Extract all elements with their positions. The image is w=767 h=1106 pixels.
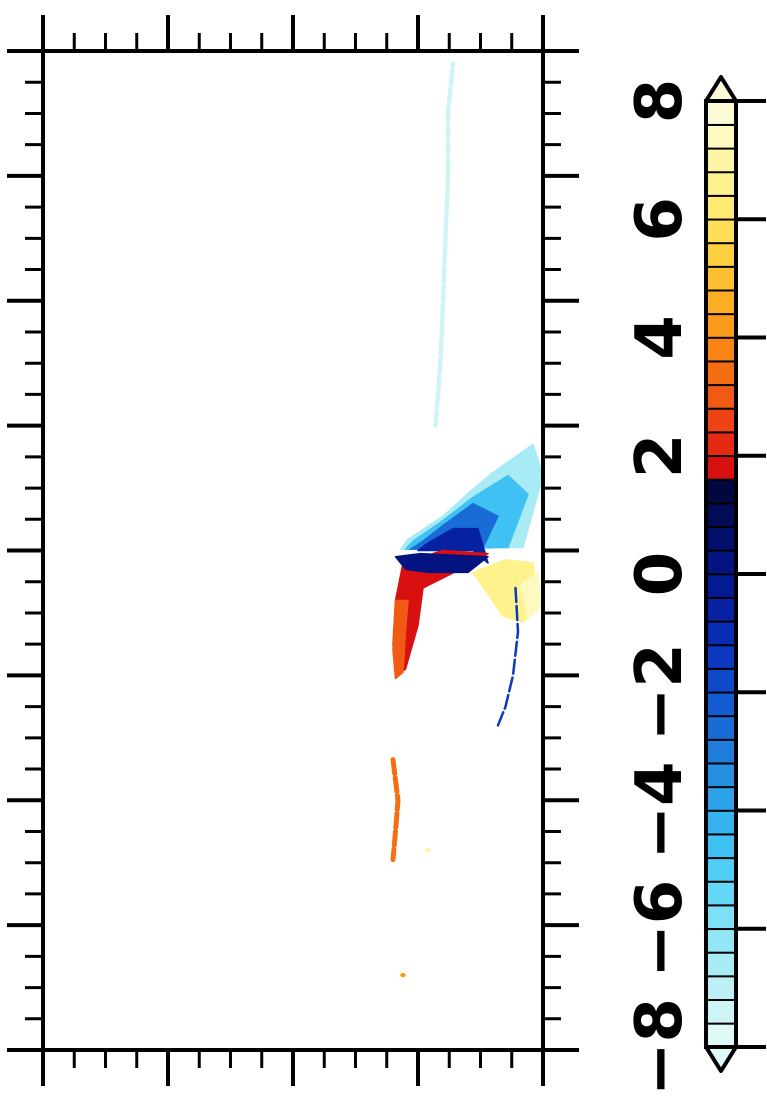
colorbar-tick-label: 2 <box>623 434 697 479</box>
colorbar-swatch <box>705 289 737 316</box>
colorbar-swatch <box>705 951 737 978</box>
colorbar-tick-label: −2 <box>623 643 697 741</box>
heatmap-region-7 <box>472 559 539 624</box>
heatmap-streak-11 <box>496 586 520 727</box>
heatmap-region-6 <box>392 599 409 680</box>
colorbar-swatch <box>705 431 737 458</box>
colorbar-swatch <box>705 1022 737 1049</box>
colorbar-swatch <box>705 407 737 434</box>
colorbar-swatch <box>705 218 737 245</box>
colorbar-swatch <box>705 785 737 812</box>
colorbar-swatch <box>705 691 737 718</box>
colorbar-swatch <box>705 454 737 481</box>
colorbar-swatch <box>705 573 737 599</box>
colorbar-swatch <box>705 596 737 623</box>
colorbar-swatch <box>705 147 737 174</box>
colorbar: −8 −6 −4 −2 0 2 4 6 8 <box>623 75 766 1096</box>
heatmap-streak-9 <box>433 61 456 428</box>
colorbar-swatch <box>705 856 737 883</box>
colorbar-extend-top <box>704 75 738 103</box>
colorbar-tick-label: 6 <box>623 197 697 242</box>
colorbar-swatch <box>705 123 737 150</box>
colorbar-swatch <box>705 360 737 387</box>
colorbar-swatch <box>705 738 737 765</box>
colorbar-tick-label: 0 <box>623 552 697 597</box>
plot-frame <box>7 15 579 1086</box>
heatmap-dot-12 <box>425 847 431 853</box>
colorbar-tick-label: −4 <box>623 761 697 859</box>
colorbar-swatch <box>705 762 737 789</box>
colorbar-swatch <box>705 502 737 528</box>
colorbar-tick-label: −8 <box>623 998 697 1096</box>
heatmap-region-8 <box>519 571 542 620</box>
colorbar-swatch <box>705 241 737 268</box>
colorbar-swatch <box>705 100 737 126</box>
colorbar-extend-bottom <box>704 1045 738 1073</box>
colorbar-swatch <box>705 170 737 197</box>
heatmap-region-3 <box>417 527 489 564</box>
heatmap-region-5 <box>394 552 489 574</box>
colorbar-swatch <box>705 833 737 860</box>
colorbar-swatch <box>705 194 737 221</box>
heatmap-streak-10 <box>390 757 401 863</box>
colorbar-swatch <box>705 312 737 339</box>
colorbar-swatch <box>705 927 737 954</box>
colorbar-swatch <box>705 549 737 576</box>
colorbar-swatch <box>705 714 737 741</box>
colorbar-tick-label: 8 <box>623 79 697 124</box>
colorbar-swatch <box>705 667 737 694</box>
colorbar-swatch <box>705 336 737 363</box>
heatmap-field <box>390 61 544 978</box>
colorbar-swatch <box>705 383 737 410</box>
colorbar-swatch <box>705 975 737 1001</box>
colorbar-swatch <box>705 880 737 907</box>
colorbar-swatch <box>705 525 737 552</box>
colorbar-swatch <box>705 998 737 1025</box>
colorbar-swatch <box>705 904 737 931</box>
colorbar-tick-label: 4 <box>623 315 697 360</box>
colorbar-swatch <box>705 643 737 670</box>
colorbar-swatch <box>705 809 737 836</box>
colorbar-swatch <box>705 265 737 292</box>
colorbar-tick-label: −6 <box>623 880 697 978</box>
heatmap-dot-13 <box>400 972 406 978</box>
colorbar-swatch <box>705 620 737 647</box>
colorbar-swatch <box>705 478 737 505</box>
